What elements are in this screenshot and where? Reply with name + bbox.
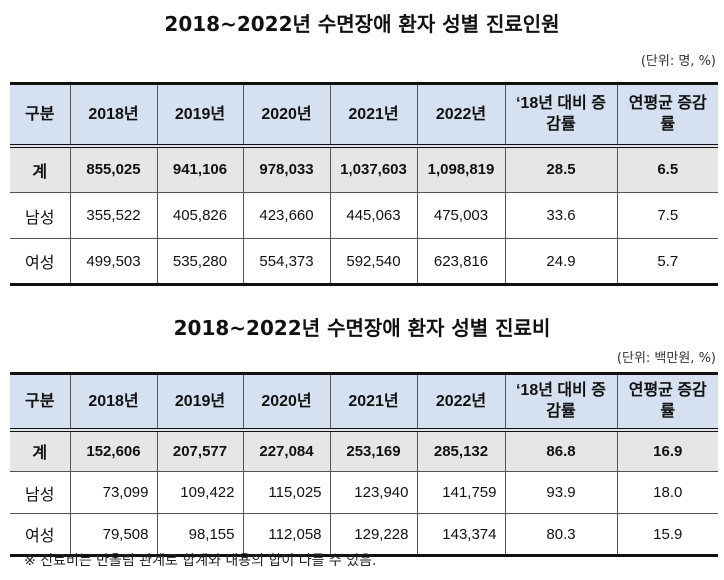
table-cell: 6.5 <box>616 145 718 193</box>
table-cell: 15.9 <box>616 513 718 556</box>
table-cell: 5.7 <box>616 238 718 285</box>
column-header: 2019년 <box>156 83 243 146</box>
table-cell: 623,816 <box>416 238 505 285</box>
table-cell: 475,003 <box>416 192 505 239</box>
column-header: ‘18년 대비 증감률 <box>504 83 617 146</box>
table-cell: 141,759 <box>416 471 505 514</box>
column-header: 2021년 <box>329 83 417 146</box>
table-cell: 86.8 <box>504 429 617 472</box>
table-cell: 592,540 <box>329 238 417 285</box>
table-cell: 80.3 <box>504 513 617 556</box>
table-cell: 152,606 <box>69 429 157 472</box>
row-label: 계 <box>32 445 48 463</box>
column-header: 구분 <box>25 105 55 123</box>
column-header: 2018년 <box>69 373 157 430</box>
table-cell: 79,508 <box>69 513 157 556</box>
table1-title: 2018~2022년 수면장애 환자 성별 진료인원 <box>164 12 560 36</box>
column-header: 2019년 <box>156 373 243 430</box>
column-header: 2022년 <box>416 373 505 430</box>
table-row: 남성 73,099 109,422 115,025 123,940 141,759 93.9… <box>10 471 718 514</box>
table-cell: 207,577 <box>156 429 243 472</box>
table-cell: 423,660 <box>242 192 330 239</box>
column-header: 2018년 <box>69 83 157 146</box>
row-label: 계 <box>32 163 48 181</box>
table-cell: 227,084 <box>242 429 330 472</box>
table-row: 여성 79,508 98,155 112,058 129,228 143,374 80.3 1… <box>10 513 718 556</box>
table-cell: 978,033 <box>242 145 330 193</box>
table-cell: 115,025 <box>242 471 330 514</box>
table-cell: 33.6 <box>504 192 617 239</box>
table-cell: 941,106 <box>156 145 243 193</box>
table-cell: 499,503 <box>69 238 157 285</box>
table-cell: 445,063 <box>329 192 417 239</box>
table-cell: 73,099 <box>69 471 157 514</box>
table-cell: 93.9 <box>504 471 617 514</box>
table-cell: 355,522 <box>69 192 157 239</box>
column-header: 2020년 <box>242 373 330 430</box>
table-cell: 285,132 <box>416 429 505 472</box>
table2-title: 2018~2022년 수면장애 환자 성별 진료비 <box>173 316 551 340</box>
table-row: 계 152,606 207,577 227,084 253,169 285,132 86.8… <box>10 429 718 472</box>
table-row: 남성 355,522 405,826 423,660 445,063 475,003 33.… <box>10 192 718 239</box>
cost-table: 구분 2018년 2019년 2020년 2021년 2022년 ‘18년 대비 증감률 연평… <box>10 372 718 557</box>
table-cell: 129,228 <box>329 513 417 556</box>
table-cell: 123,940 <box>329 471 417 514</box>
row-label: 여성 <box>25 528 55 545</box>
table2-unit: (단위: 백만원, %) <box>616 351 716 366</box>
row-label: 여성 <box>25 255 55 272</box>
table-cell: 16.9 <box>616 429 718 472</box>
table-cell: 28.5 <box>504 145 617 193</box>
table-cell: 7.5 <box>616 192 718 239</box>
table-cell: 24.9 <box>504 238 617 285</box>
column-header: 2020년 <box>242 83 330 146</box>
table-cell: 18.0 <box>616 471 718 514</box>
patients-table: 구분 2018년 2019년 2020년 2021년 2022년 ‘18년 대비 증감률 연평… <box>10 82 718 286</box>
column-header: 2022년 <box>416 83 505 146</box>
table-cell: 554,373 <box>242 238 330 285</box>
row-label: 남성 <box>25 209 55 227</box>
table-cell: 1,037,603 <box>329 145 417 193</box>
column-header: 연평균 증감률 <box>616 83 718 146</box>
footnote: ※ 진료비는 반올림 관계로 합계와 내용의 합이 다를 수 있음. <box>24 553 377 569</box>
column-header: 구분 <box>25 392 55 410</box>
table-cell: 112,058 <box>242 513 330 556</box>
table-cell: 98,155 <box>156 513 243 556</box>
table-cell: 405,826 <box>156 192 243 239</box>
table1-unit: (단위: 명, %) <box>640 54 716 69</box>
column-header: 연평균 증감률 <box>616 373 718 430</box>
table-cell: 1,098,819 <box>416 145 505 193</box>
table-row: 계 855,025 941,106 978,033 1,037,603 1,098,819… <box>10 145 718 193</box>
table-cell: 253,169 <box>329 429 417 472</box>
table-cell: 109,422 <box>156 471 243 514</box>
column-header: ‘18년 대비 증감률 <box>504 373 617 430</box>
table-row: 여성 499,503 535,280 554,373 592,540 623,816 24.… <box>10 238 718 285</box>
table-cell: 855,025 <box>69 145 157 193</box>
column-header: 2021년 <box>329 373 417 430</box>
table-cell: 143,374 <box>416 513 505 556</box>
table-cell: 535,280 <box>156 238 243 285</box>
row-label: 남성 <box>25 486 55 504</box>
